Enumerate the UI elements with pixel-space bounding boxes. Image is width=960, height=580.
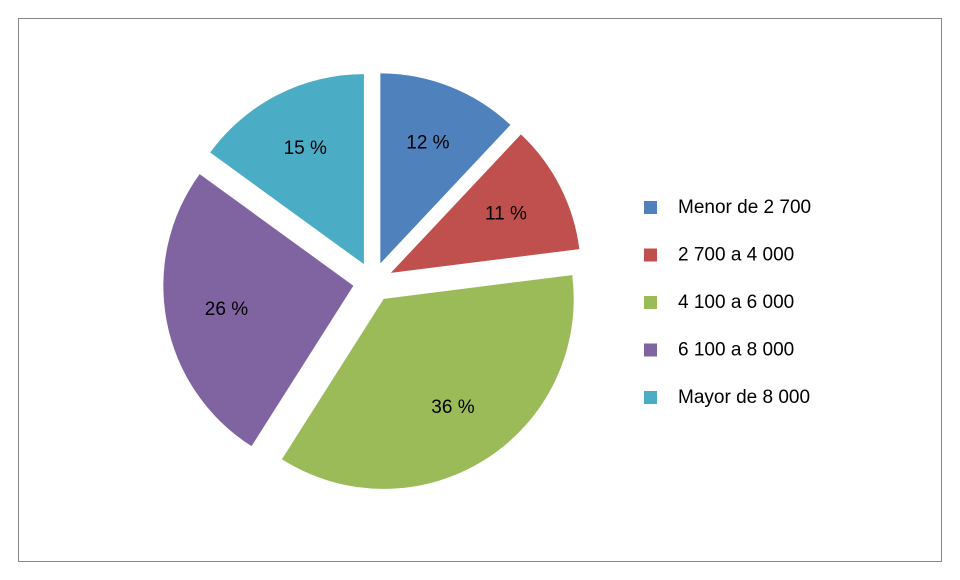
legend-swatch — [644, 391, 657, 404]
legend-swatch — [644, 296, 657, 309]
legend-label: 4 100 a 6 000 — [678, 292, 794, 313]
legend-label: Mayor de 8 000 — [678, 387, 810, 408]
data-label: 36 % — [431, 397, 474, 418]
legend-swatch — [644, 343, 657, 357]
data-label: 26 % — [205, 299, 248, 320]
legend-swatch — [644, 248, 657, 262]
pie-slice — [163, 174, 354, 447]
legend-label: Menor de 2 700 — [678, 197, 811, 218]
pie-slice — [390, 134, 580, 273]
data-label: 12 % — [406, 132, 449, 153]
data-label: 15 % — [284, 138, 327, 159]
data-label: 11 % — [485, 203, 527, 224]
legend-swatch — [644, 201, 657, 214]
pie-slice — [210, 74, 364, 265]
legend-label: 6 100 a 8 000 — [678, 340, 794, 361]
legend-label: 2 700 a 4 000 — [678, 245, 794, 266]
pie-slice — [281, 275, 574, 489]
pie-slice — [380, 73, 511, 264]
